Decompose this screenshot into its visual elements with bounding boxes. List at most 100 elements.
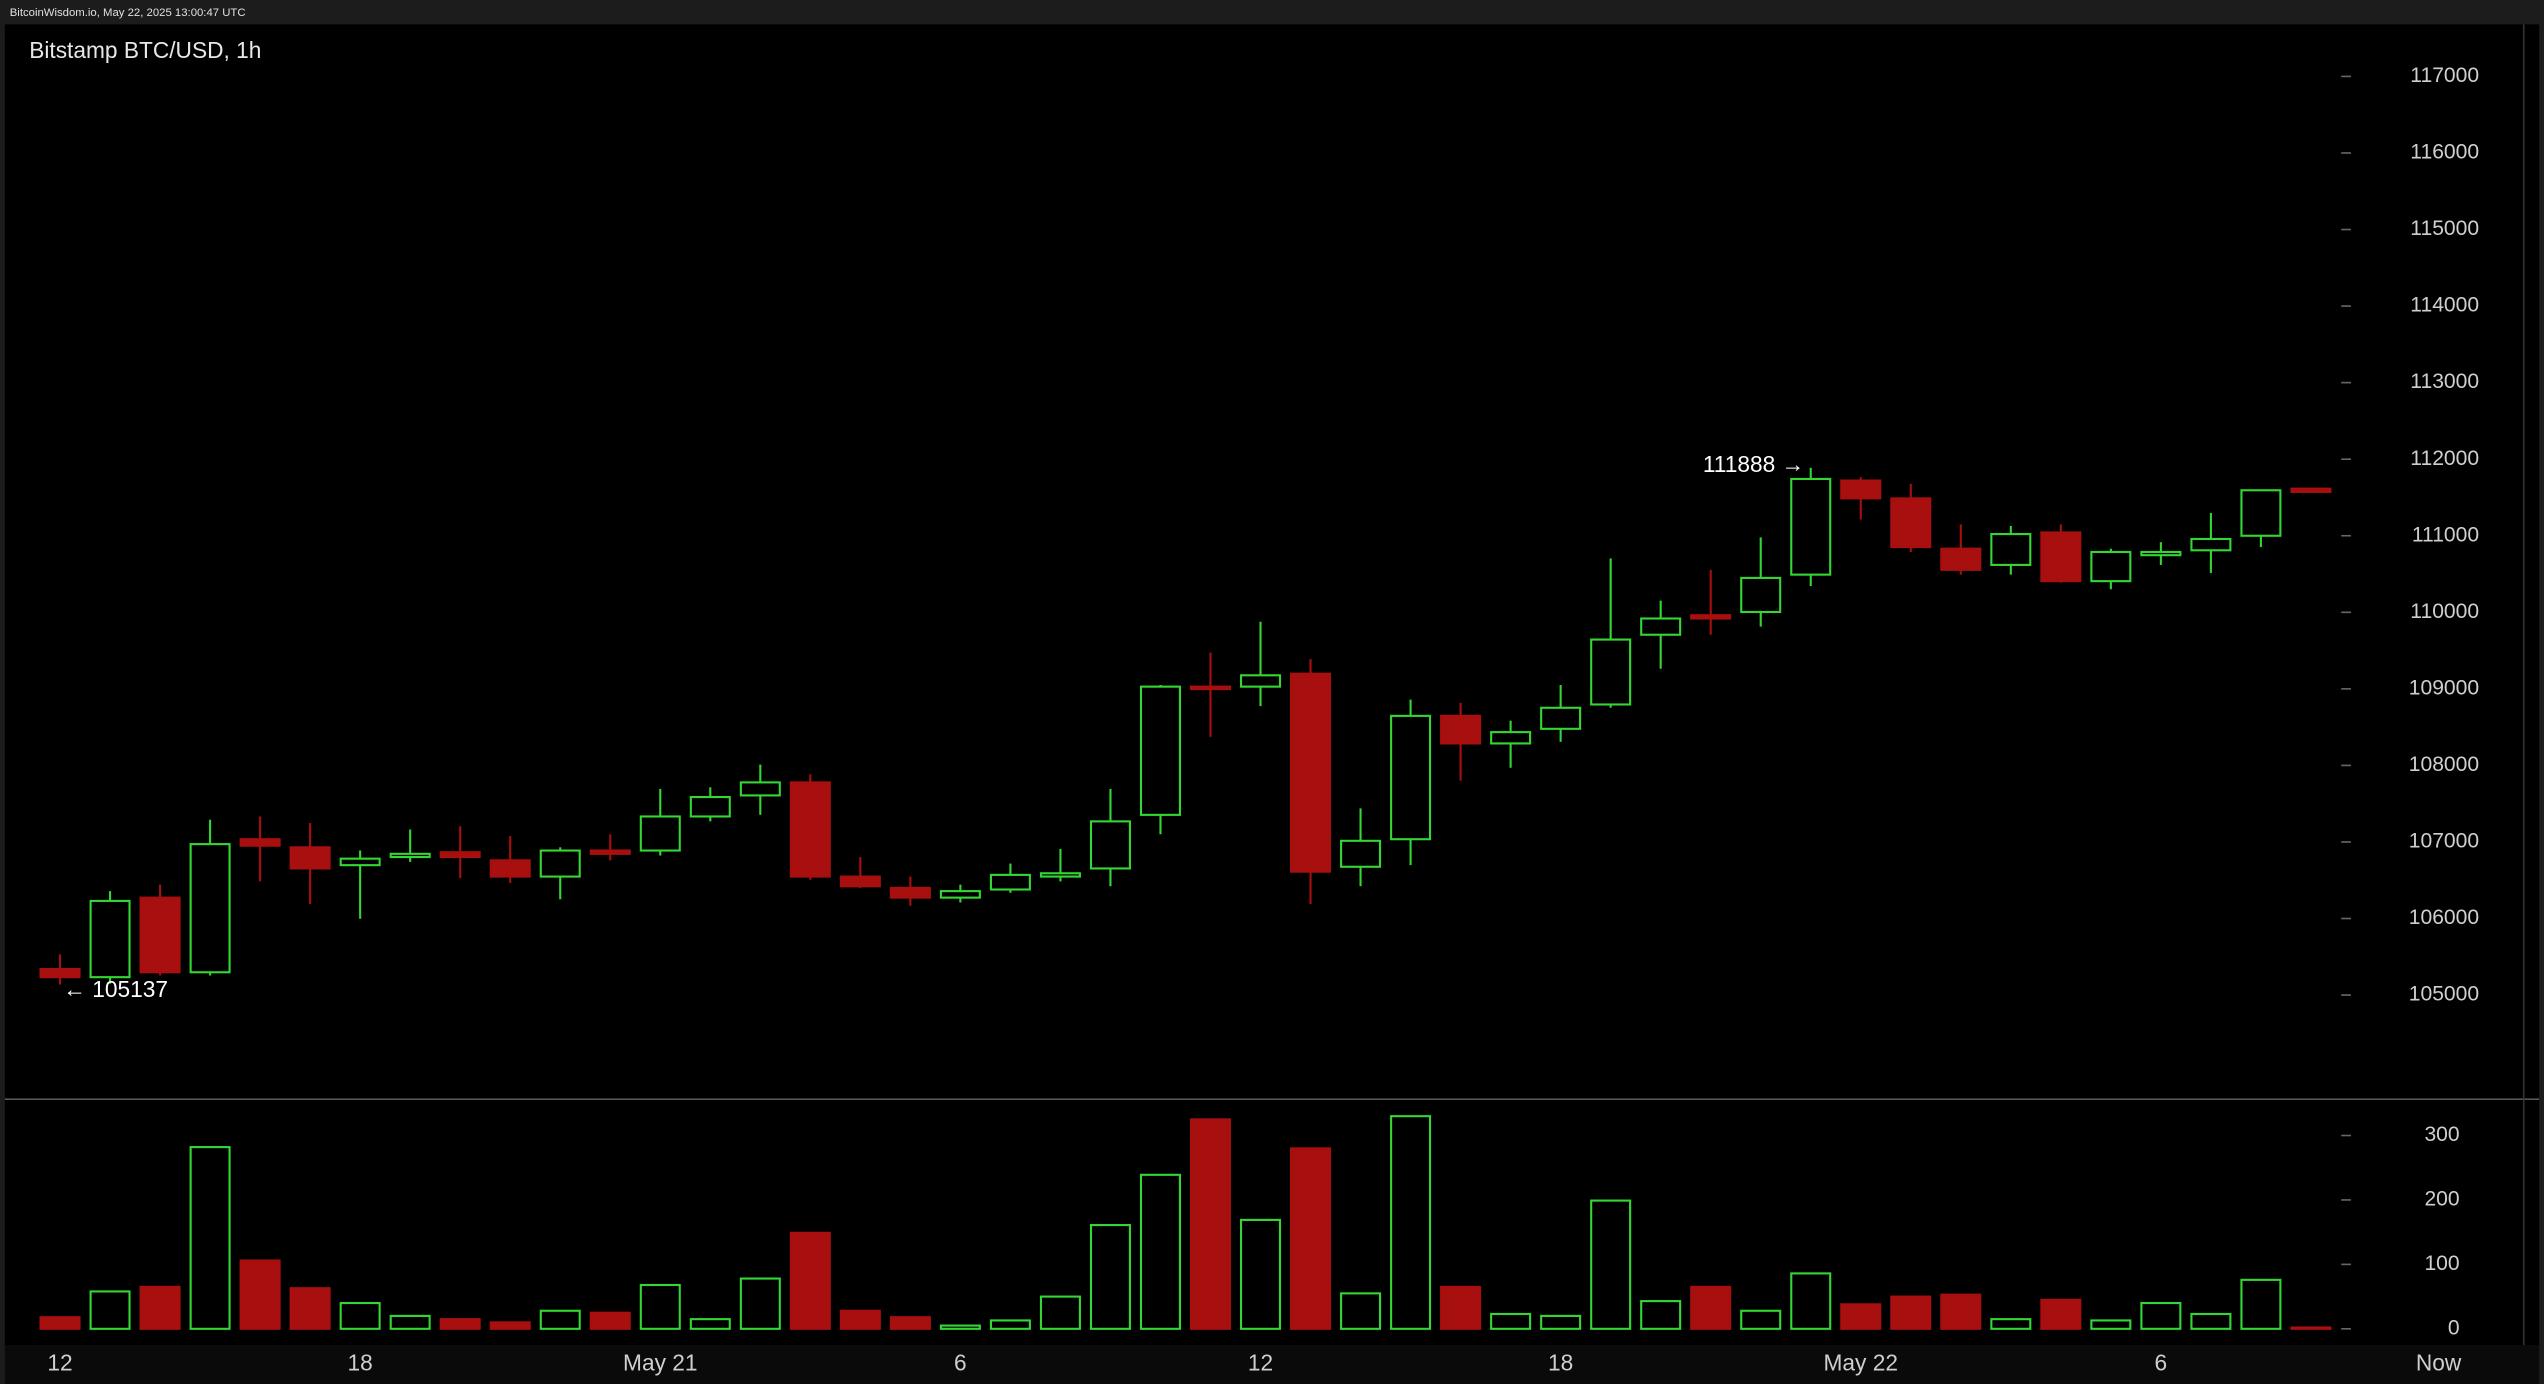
- x-axis-strip: [4, 1345, 2540, 1384]
- candle-body: [1840, 479, 1882, 500]
- candle-body: [2240, 489, 2282, 537]
- candle-body: [1340, 839, 1382, 868]
- candle-body: [1089, 820, 1131, 870]
- y-tick-label: 110000: [2410, 600, 2479, 623]
- volume-tick-label: 100: [2424, 1252, 2459, 1275]
- y-tick-label: 106000: [2409, 906, 2479, 929]
- candle-body: [2040, 531, 2082, 583]
- volume-bar: [1840, 1303, 1882, 1330]
- candle-body: [1239, 674, 1282, 688]
- volume-bar: [239, 1259, 281, 1330]
- candle-body: [639, 815, 681, 852]
- volume-bar: [439, 1318, 481, 1330]
- volume-bar: [989, 1319, 1031, 1330]
- volume-bar: [639, 1283, 681, 1330]
- x-tick-label: May 22: [1824, 1350, 1898, 1376]
- y-tick-label: 113000: [2410, 370, 2479, 393]
- y-tick-label: 116000: [2410, 141, 2479, 164]
- volume-bar: [2290, 1326, 2332, 1330]
- candle-body: [1139, 685, 1181, 816]
- candle-body: [239, 838, 281, 847]
- candle-body: [1490, 731, 1532, 745]
- volume-bar: [1590, 1199, 1632, 1330]
- high-annotation: 111888 →: [1703, 451, 1804, 477]
- volume-bar: [1189, 1118, 1232, 1330]
- volume-bar: [1239, 1218, 1282, 1330]
- volume-tick-label: 200: [2424, 1188, 2459, 1211]
- y-tick-label: 115000: [2410, 217, 2479, 240]
- volume-bar: [1490, 1312, 1532, 1330]
- x-tick-label: 12: [1248, 1350, 1273, 1376]
- volume-bar: [539, 1309, 581, 1330]
- y-tick-label: 107000: [2409, 830, 2479, 853]
- volume-bar: [1390, 1115, 1432, 1330]
- volume-tick-label: 300: [2424, 1123, 2459, 1146]
- y-tick-label: 117000: [2410, 64, 2479, 87]
- x-tick-label: 18: [348, 1350, 373, 1376]
- y-tick-label: 112000: [2410, 447, 2479, 470]
- volume-bar: [2140, 1301, 2182, 1330]
- candle-body: [739, 781, 781, 797]
- candle-body: [1390, 714, 1432, 841]
- x-tick-label: 6: [954, 1350, 967, 1376]
- volume-bar: [1139, 1173, 1181, 1330]
- volume-bar: [1740, 1309, 1782, 1330]
- candle-body: [1039, 872, 1081, 878]
- candle-body: [1590, 638, 1632, 706]
- candle-body: [1690, 614, 1732, 620]
- candle-body: [1790, 477, 1832, 576]
- volume-bar: [339, 1301, 381, 1330]
- volume-bar: [889, 1316, 931, 1330]
- candle-body: [889, 886, 931, 899]
- volume-bar: [1690, 1285, 1732, 1330]
- candle-body: [1290, 672, 1332, 873]
- volume-bar: [789, 1231, 831, 1330]
- candle-body: [589, 849, 631, 855]
- now-label: Now: [2416, 1350, 2462, 1376]
- volume-bar: [489, 1321, 531, 1330]
- volume-bar: [389, 1314, 431, 1330]
- candle-body: [339, 857, 381, 867]
- candle-body: [489, 859, 531, 878]
- candle-body: [2090, 550, 2132, 583]
- volume-bar: [2240, 1278, 2282, 1330]
- candle-body: [139, 896, 181, 974]
- candle-body: [389, 852, 431, 859]
- x-tick-label: May 21: [623, 1350, 697, 1376]
- y-tick-label: 108000: [2409, 753, 2479, 776]
- volume-bar: [1640, 1300, 1682, 1330]
- candle-body: [2140, 550, 2182, 557]
- y-tick-label: 109000: [2409, 676, 2479, 699]
- x-tick-label: 6: [2155, 1350, 2168, 1376]
- volume-bar: [939, 1324, 981, 1330]
- candle-body: [439, 851, 481, 859]
- candle-body: [689, 795, 731, 818]
- candle-body: [839, 875, 881, 888]
- volume-bar: [1790, 1272, 1832, 1330]
- candle-body: [989, 873, 1031, 891]
- y-tick-label: 105000: [2409, 983, 2479, 1006]
- candle-body: [1990, 533, 2032, 566]
- low-annotation: ← 105137: [63, 976, 168, 1002]
- candle-body: [789, 781, 831, 878]
- y-tick-label: 114000: [2410, 294, 2479, 317]
- x-tick-label: 18: [1548, 1350, 1573, 1376]
- volume-bar: [2190, 1312, 2232, 1330]
- candle-body: [2290, 487, 2332, 493]
- header: BitcoinWisdom.io, May 22, 2025 13:00:47 …: [10, 7, 246, 19]
- chart-title: Bitstamp BTC/USD, 1h: [29, 37, 261, 63]
- volume-bar: [739, 1277, 781, 1330]
- candle-body: [1890, 497, 1932, 549]
- candle-body: [939, 890, 981, 899]
- volume-bar: [1890, 1295, 1932, 1330]
- candle-body: [1440, 714, 1482, 745]
- volume-bar: [689, 1318, 731, 1330]
- candle-body: [1540, 706, 1582, 730]
- volume-bar: [189, 1146, 231, 1330]
- volume-bar: [89, 1290, 131, 1330]
- volume-bar: [1940, 1293, 1982, 1330]
- candle-body: [1740, 576, 1782, 614]
- volume-bar: [1340, 1292, 1382, 1330]
- volume-bar: [1440, 1285, 1482, 1330]
